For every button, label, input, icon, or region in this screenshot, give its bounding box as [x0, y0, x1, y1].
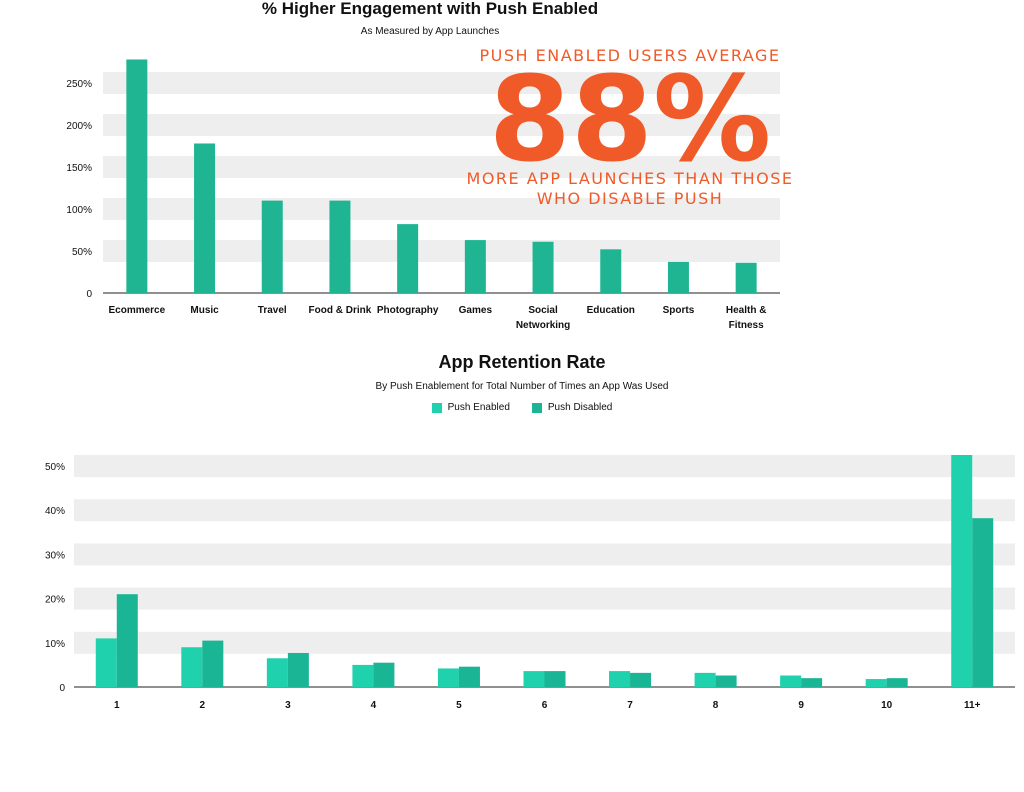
bar [532, 241, 554, 293]
bar-push-enabled [865, 679, 887, 687]
x-tick-label: Networking [516, 320, 570, 331]
chart2-subtitle: By Push Enablement for Total Number of T… [375, 381, 669, 392]
callout-line3-text: WHO DISABLE PUSH [536, 189, 724, 208]
x-tick-label: Travel [258, 305, 287, 316]
engagement-chart: 0 50% 100% 150% 200% 250% Ecommerce Music Travel… [66, 59, 780, 331]
bar-push-disabled [373, 662, 395, 687]
bar-push-disabled [972, 518, 994, 687]
legend-label-push-enabled: Push Enabled [447, 402, 510, 413]
y-tick-label: 50% [45, 462, 65, 473]
y-tick-label: 200% [66, 121, 92, 132]
grid-band [74, 499, 1015, 522]
bar-push-disabled [287, 652, 309, 687]
bar [194, 143, 216, 293]
x-tick-label: 11+ [964, 700, 981, 711]
legend-item-push-enabled: Push Enabled [431, 402, 510, 413]
bar-push-enabled [437, 668, 459, 687]
bar-push-enabled [951, 455, 973, 687]
chart1-title: % Higher Engagement with Push Enabled [261, 0, 599, 18]
grid-band [74, 543, 1015, 566]
y-tick-label: 30% [45, 550, 65, 561]
grid-band [74, 631, 1015, 654]
bar-push-enabled [609, 671, 631, 687]
callout-big-number: 88% [488, 50, 772, 188]
x-tick-label: 10 [881, 700, 893, 711]
bar-push-disabled [458, 666, 480, 687]
x-tick-label: 8 [713, 700, 719, 711]
y-tick-label: 10% [45, 639, 65, 650]
bar [397, 224, 419, 293]
x-tick-label: Ecommerce [108, 305, 165, 316]
x-tick-label: Food & Drink [309, 305, 372, 316]
chart1-subtitle: As Measured by App Launches [360, 26, 500, 37]
x-tick-label: Social [528, 305, 558, 316]
bar-push-disabled [630, 672, 652, 687]
bar-push-disabled [801, 678, 823, 687]
bar-push-disabled [202, 640, 224, 687]
bar-push-enabled [523, 671, 545, 687]
x-tick-label: Education [587, 305, 635, 316]
bar-push-disabled [544, 671, 566, 687]
y-tick-label: 250% [66, 79, 92, 90]
y-tick-label: 100% [66, 205, 92, 216]
y-tick-label: 0 [59, 683, 65, 694]
chart2-legend: Push Enabled Push Disabled [0, 402, 1024, 413]
bar [126, 59, 148, 294]
legend-swatch-push-disabled [531, 402, 542, 413]
y-tick-label: 40% [45, 506, 65, 517]
x-tick-label: 7 [627, 700, 633, 711]
grid-band [74, 455, 1015, 478]
x-tick-label: Photography [377, 305, 439, 316]
bar [667, 261, 689, 293]
x-tick-label: 9 [798, 700, 804, 711]
x-tick-label: Music [190, 305, 219, 316]
legend-label-push-disabled: Push Disabled [547, 402, 613, 413]
grid-band [74, 587, 1015, 610]
grid-band [103, 156, 780, 178]
bar-push-enabled [181, 647, 203, 687]
bar-push-disabled [116, 594, 138, 687]
chart2-title: App Retention Rate [438, 352, 606, 372]
callout-line2-text: MORE APP LAUNCHES THAN THOSE [466, 169, 794, 188]
x-tick-label: 2 [200, 700, 206, 711]
x-tick-label: Sports [663, 305, 695, 316]
x-tick-label: Games [459, 305, 493, 316]
bar [464, 240, 486, 293]
x-tick-label: 5 [456, 700, 462, 711]
y-tick-label: 20% [45, 595, 65, 606]
bar-push-enabled [352, 664, 374, 687]
x-tick-label: 6 [542, 700, 548, 711]
callout-line2: MORE APP LAUNCHES THAN THOSE WHO DISABLE… [420, 169, 840, 209]
grid-band [103, 114, 780, 136]
x-tick-label: 4 [371, 700, 377, 711]
bar-push-disabled [715, 675, 737, 687]
bar-push-enabled [780, 675, 802, 687]
callout-line1: PUSH ENABLED USERS AVERAGE [479, 46, 781, 65]
bar [735, 262, 757, 293]
bar-push-enabled [266, 658, 288, 687]
bar-push-enabled [694, 672, 716, 687]
bar [261, 200, 283, 293]
bar [600, 249, 622, 293]
x-tick-label: Health & [726, 305, 767, 316]
y-tick-label: 0 [86, 289, 92, 300]
bar [329, 200, 351, 293]
legend-swatch-push-enabled [431, 402, 442, 413]
x-tick-label: Fitness [729, 320, 764, 331]
y-tick-label: 50% [72, 247, 92, 258]
legend-item-push-disabled: Push Disabled [531, 402, 613, 413]
y-tick-label: 150% [66, 163, 92, 174]
x-tick-label: 1 [114, 700, 120, 711]
grid-band [103, 72, 780, 94]
x-tick-label: 3 [285, 700, 291, 711]
bar-push-enabled [95, 638, 117, 687]
bar-push-disabled [886, 678, 908, 687]
